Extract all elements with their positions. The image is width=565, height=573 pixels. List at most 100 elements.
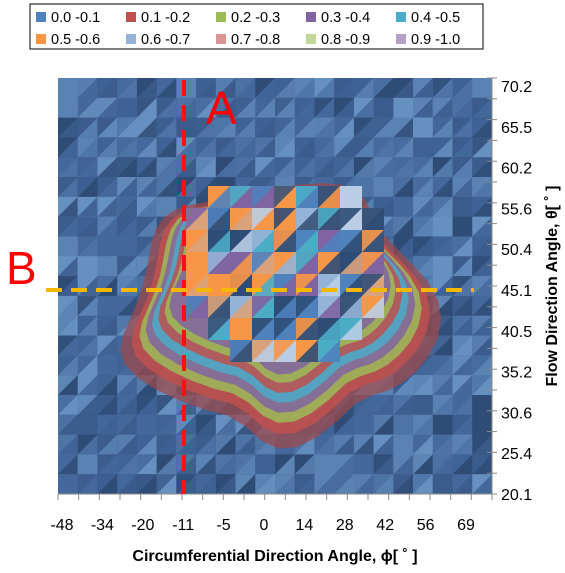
- surface-facet: [77, 196, 98, 217]
- surface-facet: [97, 97, 118, 118]
- surface-facet: [452, 276, 473, 296]
- surface-facet: [255, 434, 275, 455]
- surface-facet: [432, 97, 453, 118]
- surface-facet: [413, 355, 433, 376]
- core-facet: [318, 252, 340, 274]
- surface-facet: [373, 177, 394, 197]
- y-tick-label: 25.4: [501, 446, 532, 463]
- surface-facet: [176, 137, 197, 158]
- surface-facet: [294, 454, 315, 475]
- legend-label: 0.7 -0.8: [231, 32, 280, 48]
- surface-facet: [156, 394, 177, 415]
- surface-facet: [314, 454, 335, 475]
- surface-facet: [373, 394, 394, 415]
- surface-facet: [58, 117, 78, 138]
- surface-facet: [77, 216, 98, 237]
- surface-facet: [334, 97, 354, 118]
- surface-facet: [136, 434, 157, 455]
- core-facet: [340, 296, 362, 318]
- surface-facet: [77, 434, 98, 455]
- surface-facet: [97, 355, 118, 376]
- core-facet: [274, 186, 296, 208]
- legend-swatch: [216, 12, 226, 22]
- y-tick-label: 20.1: [501, 487, 532, 504]
- surface-facet: [472, 97, 492, 118]
- surface-facet: [196, 157, 216, 178]
- surface-facet: [353, 394, 374, 415]
- core-facet: [252, 208, 274, 230]
- core-facet: [318, 186, 340, 208]
- surface-facet: [472, 137, 492, 158]
- surface-facet: [314, 117, 335, 138]
- surface-facet: [452, 375, 473, 395]
- surface-facet: [472, 355, 492, 376]
- surface-facet: [77, 97, 98, 118]
- surface-facet: [176, 414, 197, 435]
- surface-facet: [136, 78, 157, 98]
- surface-facet: [215, 474, 236, 494]
- surface-facet: [215, 414, 236, 435]
- core-facet: [252, 252, 274, 274]
- surface-facet: [452, 295, 473, 316]
- surface-facet: [472, 454, 492, 475]
- surface-facet: [314, 434, 335, 455]
- surface-facet: [393, 97, 414, 118]
- legend-swatch: [36, 34, 46, 44]
- surface-facet: [117, 157, 137, 178]
- core-facet: [252, 230, 274, 252]
- core-facet: [186, 230, 208, 252]
- core-facet: [296, 186, 318, 208]
- surface-facet: [432, 335, 453, 356]
- core-facet: [252, 186, 274, 208]
- surface-facet: [275, 177, 295, 197]
- surface-facet: [393, 394, 414, 415]
- x-tick-label: 42: [376, 517, 394, 534]
- surface-facet: [77, 375, 98, 395]
- surface-facet: [97, 276, 118, 296]
- surface-facet: [432, 137, 453, 158]
- surface-facet: [77, 295, 98, 316]
- surface-facet: [58, 414, 78, 435]
- surface-facet: [334, 454, 354, 475]
- core-facet: [296, 318, 318, 340]
- surface-facet: [334, 434, 354, 455]
- surface-facet: [136, 414, 157, 435]
- surface-facet: [136, 394, 157, 415]
- surface-facet: [97, 474, 118, 494]
- surface-facet: [393, 117, 414, 138]
- surface-facet: [77, 117, 98, 138]
- surface-facet: [58, 375, 78, 395]
- surface-facet: [215, 97, 236, 118]
- y-axis-title: Flow Direction Angle, θ[ ˚ ]: [544, 186, 561, 387]
- surface-facet: [432, 157, 453, 178]
- surface-facet: [176, 78, 197, 98]
- core-facet: [208, 296, 230, 318]
- surface-facet: [452, 434, 473, 455]
- core-facet: [274, 296, 296, 318]
- surface-facet: [432, 454, 453, 475]
- surface-facet: [58, 295, 78, 316]
- core-facet: [274, 230, 296, 252]
- surface-facet: [353, 157, 374, 178]
- x-tick-label: -11: [172, 517, 194, 534]
- surface-facet: [452, 157, 473, 178]
- surface-facet: [472, 394, 492, 415]
- legend-swatch: [306, 34, 316, 44]
- core-facet: [274, 340, 296, 362]
- surface-facet: [472, 375, 492, 395]
- core-facet: [362, 274, 384, 296]
- surface-facet: [97, 295, 118, 316]
- surface-facet: [117, 434, 137, 455]
- legend-swatch: [306, 12, 316, 22]
- core-facet: [230, 296, 252, 318]
- x-tick-label: 14: [296, 517, 314, 534]
- surface-facet: [275, 137, 295, 158]
- core-facet: [296, 208, 318, 230]
- surface-facet: [97, 454, 118, 475]
- legend-swatch: [126, 12, 136, 22]
- surface-facet: [294, 157, 315, 178]
- surface-facet: [176, 177, 197, 197]
- surface-facet: [472, 414, 492, 435]
- surface-facet: [472, 474, 492, 494]
- surface-facet: [393, 78, 414, 98]
